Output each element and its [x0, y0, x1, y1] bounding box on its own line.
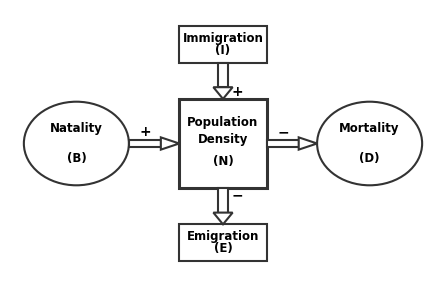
Text: Emigration: Emigration — [187, 230, 259, 243]
Text: Natality: Natality — [50, 122, 103, 135]
Text: (D): (D) — [359, 152, 380, 165]
Text: −: − — [231, 188, 243, 202]
FancyBboxPatch shape — [179, 26, 267, 63]
Polygon shape — [218, 63, 228, 87]
Polygon shape — [267, 140, 299, 147]
Polygon shape — [218, 188, 228, 213]
FancyBboxPatch shape — [179, 99, 267, 188]
Polygon shape — [129, 140, 161, 147]
Text: Immigration: Immigration — [182, 32, 264, 45]
Polygon shape — [299, 137, 317, 150]
Polygon shape — [213, 87, 233, 99]
Text: (B): (B) — [66, 152, 86, 165]
Text: +: + — [140, 125, 151, 139]
FancyBboxPatch shape — [179, 224, 267, 261]
Text: Mortality: Mortality — [339, 122, 400, 135]
Text: (E): (E) — [214, 242, 232, 255]
Text: −: − — [277, 125, 289, 139]
Text: Population: Population — [187, 116, 259, 129]
Text: (N): (N) — [213, 155, 233, 168]
Polygon shape — [213, 213, 233, 224]
Ellipse shape — [317, 102, 422, 185]
Ellipse shape — [24, 102, 129, 185]
Text: +: + — [231, 85, 243, 99]
Text: Density: Density — [198, 133, 248, 146]
Text: (I): (I) — [215, 44, 231, 57]
Polygon shape — [161, 137, 179, 150]
